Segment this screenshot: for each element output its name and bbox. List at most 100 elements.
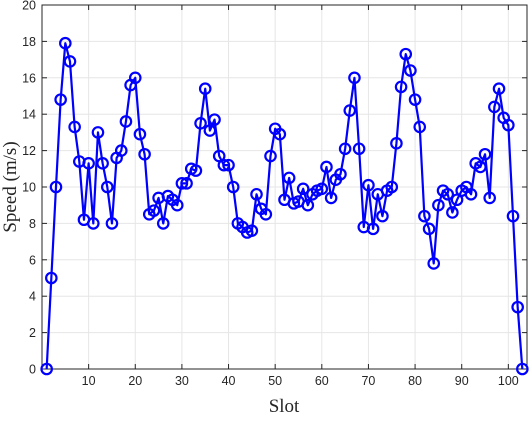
data-point [86, 217, 100, 230]
data-point [245, 224, 259, 237]
data-point [226, 180, 240, 194]
x-tick-label: 30 [175, 374, 189, 388]
data-point [54, 93, 67, 106]
series-line [45, 42, 524, 370]
data-point [194, 117, 207, 130]
data-point [348, 71, 361, 85]
x-tick-label: 90 [455, 374, 469, 388]
data-point [63, 55, 77, 68]
data-point [474, 160, 487, 174]
data-point [133, 127, 147, 141]
data-point [376, 209, 389, 223]
data-point [408, 93, 422, 106]
data-point [49, 180, 63, 194]
y-tick-label: 2 [29, 326, 36, 340]
y-tick-label: 10 [22, 181, 36, 195]
data-point [282, 171, 296, 185]
data-point [464, 187, 478, 201]
data-point [119, 115, 133, 128]
data-point [422, 222, 436, 236]
y-axis-title: Speed (m/s) [0, 141, 21, 232]
data-point [502, 118, 515, 132]
y-tick-label: 20 [22, 0, 36, 13]
data-point [506, 209, 520, 223]
data-point [511, 300, 524, 314]
data-point [138, 147, 151, 161]
data-point [320, 160, 333, 174]
y-tick-label: 4 [29, 290, 36, 304]
series-group [40, 36, 529, 376]
data-point [516, 362, 529, 376]
x-tick-label: 70 [361, 374, 375, 388]
data-point [390, 137, 403, 150]
data-point [366, 222, 380, 236]
x-tick-label: 10 [82, 374, 96, 388]
x-tick-label: 40 [222, 374, 236, 388]
data-point [203, 124, 217, 137]
data-point [478, 147, 492, 161]
x-tick-label: 50 [268, 374, 282, 388]
data-point [441, 187, 455, 201]
data-point [105, 217, 119, 230]
data-point [222, 158, 235, 172]
data-point [446, 206, 459, 219]
x-tick-label: 60 [315, 374, 329, 388]
data-point [394, 80, 408, 94]
data-point [91, 126, 105, 139]
y-tick-label: 14 [22, 108, 36, 122]
data-point [156, 217, 170, 230]
data-point [343, 104, 357, 117]
data-point [250, 187, 263, 201]
y-tick-label: 0 [29, 363, 36, 377]
data-point [96, 157, 109, 170]
x-tick-label: 100 [498, 374, 519, 388]
data-point [352, 142, 366, 156]
data-point [315, 182, 329, 196]
y-tick-label: 12 [22, 144, 36, 158]
y-tick-label: 6 [29, 253, 36, 267]
y-tick-label: 16 [22, 71, 36, 85]
x-axis-title: Slot [269, 396, 300, 417]
data-point [217, 158, 231, 172]
x-tick-label: 80 [408, 374, 422, 388]
data-point [488, 100, 501, 114]
data-point [180, 177, 193, 190]
data-point [273, 127, 287, 141]
data-point [404, 64, 417, 77]
data-point [45, 271, 58, 285]
data-point [296, 182, 310, 196]
data-point [324, 191, 338, 205]
data-point [147, 204, 161, 217]
data-point [175, 177, 189, 190]
data-point [301, 198, 315, 212]
y-tick-label: 8 [29, 217, 36, 231]
data-point [362, 178, 375, 192]
data-point [82, 157, 95, 170]
x-tick-label: 20 [128, 374, 142, 388]
data-point [189, 164, 203, 177]
data-point [399, 47, 413, 61]
data-point [492, 82, 506, 96]
data-point [432, 198, 445, 212]
data-point [413, 120, 427, 134]
data-point [208, 113, 221, 126]
y-tick-label: 18 [22, 35, 36, 49]
data-point [418, 209, 431, 223]
data-point [338, 142, 352, 156]
data-point [100, 180, 114, 194]
data-point [59, 36, 72, 50]
data-point [334, 167, 347, 181]
data-point [427, 257, 441, 270]
data-point [385, 180, 399, 194]
axis-ticks: 10 20 30 40 50 60 70 80 90 100 0 2 4 6 8 10 12 14 16 18 20 [22, 0, 527, 388]
data-point [198, 82, 212, 96]
data-point [40, 362, 53, 376]
data-point [264, 149, 277, 163]
data-point [128, 71, 142, 85]
data-point [170, 198, 184, 212]
data-point [259, 208, 273, 221]
data-point [483, 191, 496, 205]
data-point [68, 120, 81, 134]
data-point [114, 144, 128, 157]
